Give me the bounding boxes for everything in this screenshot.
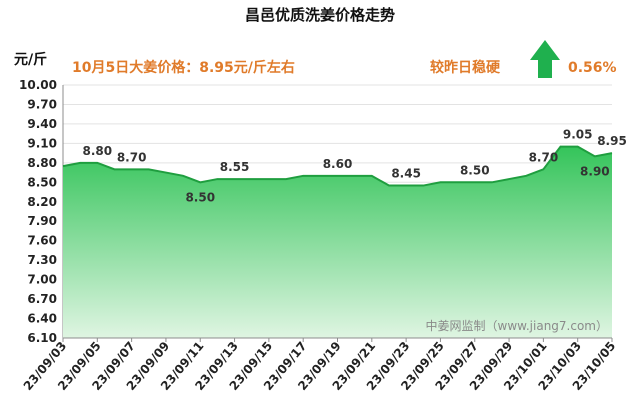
- y-tick-label: 7.00: [27, 273, 57, 287]
- y-tick-label: 6.10: [27, 331, 57, 345]
- y-tick-label: 7.60: [27, 234, 57, 248]
- data-label: 8.60: [323, 157, 353, 171]
- headline-price-text: 10月5日大姜价格：8.95元/斤左右: [72, 59, 295, 76]
- data-labels: 8.80 8.70 8.50 8.55 8.60 8.45 8.50 8.70 9.05 8.90…: [83, 128, 627, 205]
- y-tick-label: 9.10: [27, 136, 57, 150]
- data-label: 8.90: [580, 164, 610, 178]
- change-percent-text: 0.56%: [568, 60, 617, 76]
- data-label: 9.05: [563, 128, 593, 142]
- watermark-text: 中姜网监制（www.jiang7.com）: [426, 318, 608, 333]
- y-tick-label: 10.00: [19, 78, 57, 92]
- price-area-series: [62, 145, 613, 338]
- data-label: 8.50: [460, 163, 490, 177]
- y-tick-label: 8.20: [27, 195, 57, 209]
- trend-text: 较昨日稳硬: [430, 59, 501, 76]
- unit-label: 元/斤: [14, 51, 47, 68]
- data-label: 8.45: [391, 167, 421, 181]
- data-label: 8.50: [185, 190, 215, 204]
- data-label: 8.95: [597, 134, 627, 148]
- data-label: 8.80: [83, 144, 113, 158]
- price-area-fill: [63, 146, 612, 338]
- chart-title: 昌邑优质洗姜价格走势: [245, 6, 395, 24]
- data-label: 8.70: [529, 150, 559, 164]
- y-tick-label: 9.40: [27, 117, 57, 131]
- x-axis: 23/09/0323/09/0523/09/0723/09/0923/09/11…: [21, 337, 618, 393]
- data-label: 8.70: [117, 150, 147, 164]
- y-tick-label: 7.30: [27, 253, 57, 267]
- y-tick-label: 8.50: [27, 175, 57, 189]
- y-tick-label: 9.70: [27, 97, 57, 111]
- y-tick-label: 6.40: [27, 312, 57, 326]
- up-arrow-icon: [530, 40, 560, 78]
- data-label: 8.55: [220, 160, 250, 174]
- y-tick-label: 6.70: [27, 292, 57, 306]
- y-tick-label: 8.80: [27, 156, 57, 170]
- y-axis: 6.10 6.40 6.70 7.00 7.30 7.60 7.90 8.20 8.50 8.80…: [19, 78, 64, 345]
- price-line: [62, 145, 613, 187]
- y-tick-label: 7.90: [27, 214, 57, 228]
